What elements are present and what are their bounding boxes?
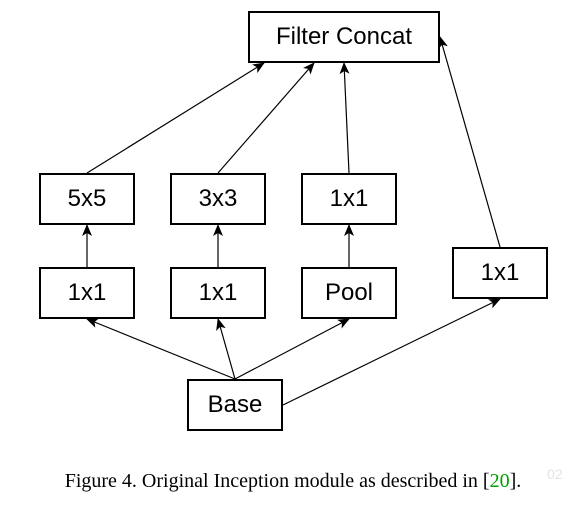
caption-prefix: Figure 4. Original Inception module as d… xyxy=(65,470,490,492)
watermark: 02 xyxy=(547,466,563,482)
node-base: Base xyxy=(187,379,283,431)
caption-ref: 20 xyxy=(490,470,510,492)
node-low_a: 1x1 xyxy=(39,267,135,319)
node-label-concat: Filter Concat xyxy=(276,23,412,51)
node-label-base: Base xyxy=(208,391,263,419)
edge-base-low_a xyxy=(87,319,235,379)
node-low_d: 1x1 xyxy=(452,247,548,299)
node-label-mid_a: 5x5 xyxy=(68,185,107,213)
node-low_c: Pool xyxy=(301,267,397,319)
edge-low_d-concat xyxy=(440,37,500,247)
node-mid_c: 1x1 xyxy=(301,173,397,225)
node-label-mid_c: 1x1 xyxy=(330,185,369,213)
edge-base-low_c xyxy=(235,319,349,379)
node-label-low_d: 1x1 xyxy=(481,259,520,287)
node-mid_b: 3x3 xyxy=(170,173,266,225)
node-concat: Filter Concat xyxy=(248,11,440,63)
edge-mid_b-concat xyxy=(218,63,314,173)
node-mid_a: 5x5 xyxy=(39,173,135,225)
node-label-low_c: Pool xyxy=(325,279,373,307)
edge-mid_c-concat xyxy=(344,63,349,173)
node-label-low_a: 1x1 xyxy=(68,279,107,307)
figure-caption: Figure 4. Original Inception module as d… xyxy=(0,470,586,493)
node-label-low_b: 1x1 xyxy=(199,279,238,307)
node-label-mid_b: 3x3 xyxy=(199,185,238,213)
edge-mid_a-concat xyxy=(87,63,264,173)
node-low_b: 1x1 xyxy=(170,267,266,319)
edge-base-low_b xyxy=(218,319,235,379)
caption-suffix: ]. xyxy=(510,470,522,492)
